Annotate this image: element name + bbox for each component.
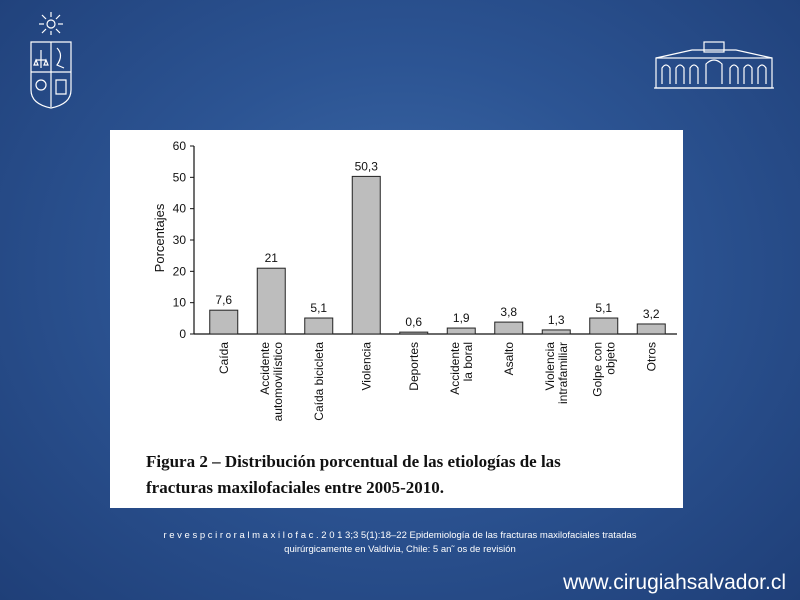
category-labels: Caída Accidente automovilístico Caída bicic… <box>217 342 659 422</box>
category-label: Violencia intrafamiliar <box>543 342 570 404</box>
category-label: Caída <box>217 342 231 374</box>
y-tick-label: 10 <box>173 296 187 310</box>
category-label-line: Caída <box>217 342 231 374</box>
category-label: Violencia <box>359 342 373 391</box>
category-label: Accidente la boral <box>448 342 475 395</box>
citation-line1: r e v e s p c i r o r a l m a x i l o f … <box>163 530 637 541</box>
bar-value-label: 5,1 <box>595 301 612 315</box>
bar <box>494 321 524 335</box>
category-label: Caída bicicleta <box>312 342 326 421</box>
category-label: Deportes <box>407 342 421 391</box>
bar <box>636 323 666 335</box>
bar <box>399 331 429 335</box>
category-label-line: Violencia <box>543 342 557 391</box>
bar-value-label: 3,2 <box>643 307 660 321</box>
building-facade-icon <box>654 41 774 89</box>
bar-value-label: 1,9 <box>453 311 470 325</box>
value-labels: 7,6 21 5,1 50,3 0,6 1,9 3,8 1,3 5,1 3,2 <box>215 159 660 329</box>
bar <box>589 317 619 335</box>
bar <box>351 175 381 335</box>
y-tick-label: 40 <box>173 202 187 216</box>
category-label: Otros <box>644 342 658 371</box>
y-axis-label: Porcentajes <box>152 203 167 272</box>
figure-caption-line1: Figura 2 – Distribución porcentual de la… <box>146 452 561 471</box>
bar <box>209 309 239 335</box>
category-label-line: objeto <box>603 342 617 375</box>
category-label-line: la boral <box>461 342 475 381</box>
category-label: Accidente automovilístico <box>258 342 285 422</box>
y-tick-label: 0 <box>179 327 186 341</box>
category-label-line: Violencia <box>359 342 373 391</box>
category-label-line: Golpe con <box>590 342 604 397</box>
chart-bars <box>209 175 666 335</box>
bar-value-label: 50,3 <box>355 159 379 173</box>
y-tick-label: 20 <box>173 264 187 278</box>
category-label-line: Otros <box>644 342 658 371</box>
bar-value-label: 0,6 <box>405 315 422 329</box>
y-tick-label: 30 <box>173 233 187 247</box>
category-label-line: automovilístico <box>271 342 285 422</box>
category-label: Asalto <box>502 342 516 376</box>
website-url[interactable]: www.cirugiahsalvador.cl <box>563 571 786 594</box>
category-label-line: Asalto <box>502 342 516 376</box>
bar-value-label: 7,6 <box>215 293 232 307</box>
bar <box>446 327 476 335</box>
category-label-line: intrafamiliar <box>556 342 570 404</box>
university-crest-icon <box>30 12 72 109</box>
category-label-line: Caída bicicleta <box>312 342 326 421</box>
bar <box>541 329 571 335</box>
figure-panel: 0 10 20 30 40 50 60 7,6 21 5,1 50,3 0,6 1,9 3,8 1,3 5,… <box>110 130 683 508</box>
category-label-line: Accidente <box>258 342 272 395</box>
bar <box>304 317 334 335</box>
category-label-line: Accidente <box>448 342 462 395</box>
figure-caption-line2: fracturas maxilofaciales entre 2005-2010… <box>146 478 445 497</box>
bar <box>256 267 286 335</box>
y-tick-label: 50 <box>173 170 187 184</box>
bar-value-label: 1,3 <box>548 313 565 327</box>
y-tick-labels: 0 10 20 30 40 50 60 <box>173 139 194 341</box>
y-tick-label: 60 <box>173 139 187 153</box>
category-label-line: Deportes <box>407 342 421 391</box>
bar-value-label: 21 <box>265 251 279 265</box>
bar-chart: 0 10 20 30 40 50 60 7,6 21 5,1 50,3 0,6 1,9 3,8 1,3 5,… <box>152 139 677 422</box>
citation-line2: quirúrgicamente en Valdivia, Chile: 5 an… <box>284 544 516 555</box>
bar-value-label: 5,1 <box>310 301 327 315</box>
category-label: Golpe con objeto <box>590 342 617 397</box>
bar-value-label: 3,8 <box>500 305 517 319</box>
